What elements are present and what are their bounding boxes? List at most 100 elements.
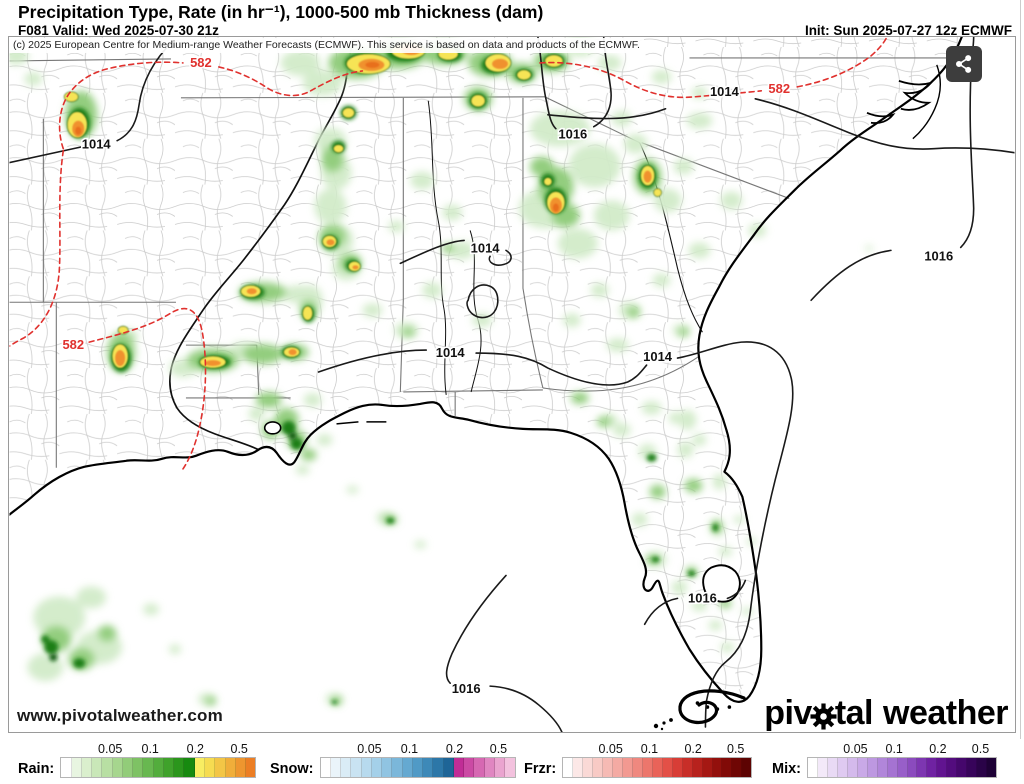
logo-text-weather: weather xyxy=(883,694,1009,732)
legend-color-cell xyxy=(402,758,413,777)
legend-color-cell xyxy=(957,758,968,777)
legend-section-frzr: Frzr: 0.05 0.1 0.2 0.5 xyxy=(524,742,753,778)
legend-tick: 0.2 xyxy=(929,742,947,756)
logo-text-piv: piv xyxy=(764,694,812,732)
legend-color-cell xyxy=(225,758,236,777)
legend-color-cell xyxy=(613,758,623,777)
contour-label-1014: 1014 xyxy=(471,240,501,255)
legend-color-cell xyxy=(361,758,372,777)
legend-colorbar xyxy=(562,757,753,778)
pressure-contours xyxy=(9,37,1015,732)
land-county-grid xyxy=(9,37,962,702)
legend-color-cell xyxy=(495,758,506,777)
legend-color-cell xyxy=(464,758,475,777)
init-time: Init: Sun 2025-07-27 12z ECMWF xyxy=(804,23,1012,38)
legend-color-cell xyxy=(194,758,205,777)
legend-color-cell xyxy=(917,758,928,777)
legend-color-cell xyxy=(112,758,123,777)
valid-time: F081 Valid: Wed 2025-07-30 21z xyxy=(18,23,219,38)
contour-label-1014: 1014 xyxy=(82,137,112,152)
page-edge-line xyxy=(1020,0,1021,784)
legend-tick: 0.05 xyxy=(98,742,123,756)
coastline xyxy=(9,37,963,703)
legend-color-cell xyxy=(603,758,613,777)
legend-color-cell xyxy=(722,758,733,777)
legend-color-cell xyxy=(837,758,848,777)
legend-colorbar xyxy=(807,757,997,778)
legend-color-cell xyxy=(967,758,978,777)
legend-color-cell xyxy=(453,758,465,777)
pivotal-weather-logo: piv tal weather xyxy=(764,693,1008,733)
legend-color-cell xyxy=(622,758,633,777)
thickness-contour-582 xyxy=(9,37,888,473)
legend-color-cell xyxy=(573,758,584,777)
legend-color-cell xyxy=(652,758,663,777)
legend-color-cell xyxy=(632,758,643,777)
contour-label-1016: 1016 xyxy=(688,590,717,605)
legend-color-cell xyxy=(174,758,185,777)
legend-color-cell xyxy=(341,758,352,777)
legend-color-cell xyxy=(320,758,331,777)
legend-color-cell xyxy=(392,758,403,777)
legend-tick: 0.5 xyxy=(971,742,990,756)
legend-color-cell xyxy=(204,758,216,777)
legend-color-cell xyxy=(382,758,393,777)
legend-color-cell xyxy=(907,758,918,777)
legend-color-cell xyxy=(371,758,383,777)
forecast-map: 582 582 582 1014 1014 1016 1014 1014 1014 1016 101… xyxy=(8,36,1016,733)
legend-color-cell xyxy=(897,758,908,777)
legend-section-rain: Rain: 0.05 0.1 0.2 0.5 xyxy=(18,742,257,778)
legend-label: Frzr: xyxy=(524,761,557,777)
legend-tick: 0.05 xyxy=(843,742,868,756)
legend-color-cell xyxy=(215,758,226,777)
legend-colorbar xyxy=(60,757,257,778)
legend-color-cell xyxy=(92,758,103,777)
contour-labels: 582 582 582 1014 1014 1016 1014 1014 1014 1016 101… xyxy=(61,53,955,697)
legend-tick: 0.1 xyxy=(885,742,903,756)
legend-color-cell xyxy=(443,758,454,777)
legend-color-cell xyxy=(474,758,485,777)
contour-label-1014: 1014 xyxy=(643,349,673,364)
legend-color-cell xyxy=(987,758,997,777)
legend-tick: 0.5 xyxy=(489,742,508,756)
lake-okeechobee xyxy=(702,564,741,603)
legend-color-cell xyxy=(702,758,713,777)
legend-color-cell xyxy=(102,758,113,777)
legend-tick: 0.2 xyxy=(445,742,464,756)
legend-tick: 0.05 xyxy=(357,742,382,756)
share-button[interactable] xyxy=(946,46,982,82)
legend-color-cell xyxy=(732,758,743,777)
logo-text-tal: tal xyxy=(834,694,874,732)
legend-color-cell xyxy=(712,758,723,777)
legend-color-cell xyxy=(877,758,888,777)
legend-label: Snow: xyxy=(270,761,314,777)
legend-color-cell xyxy=(433,758,444,777)
legend-color-cell xyxy=(857,758,868,777)
legend-tick: 0.5 xyxy=(727,742,745,756)
legend-color-cell xyxy=(593,758,604,777)
copyright-notice: (c) 2025 European Centre for Medium-rang… xyxy=(9,38,644,53)
legend-color-cell xyxy=(484,758,496,777)
legend-color-cell xyxy=(184,758,195,777)
legend-tick: 0.2 xyxy=(186,742,204,756)
legend-color-cell xyxy=(143,758,154,777)
legend-color-cell xyxy=(71,758,82,777)
legend-color-cell xyxy=(937,758,948,777)
legend-color-cell xyxy=(246,758,256,777)
legend-color-cell xyxy=(423,758,434,777)
legend-color-cell xyxy=(642,758,653,777)
legend-tick: 0.1 xyxy=(400,742,419,756)
precip-rate-legend: Rain: 0.05 0.1 0.2 0.5 Snow: 0.05 0.1 0.2 0.5 Frzr… xyxy=(0,739,1024,784)
precip-deep-orange xyxy=(75,61,559,212)
legend-colorbar xyxy=(319,757,516,778)
legend-color-cell xyxy=(61,758,72,777)
legend-color-cell xyxy=(887,758,898,777)
legend-color-cell xyxy=(81,758,93,777)
contour-label-582: 582 xyxy=(62,337,84,352)
contour-label-1014: 1014 xyxy=(710,84,740,99)
legend-color-cell xyxy=(867,758,878,777)
contour-label-1016: 1016 xyxy=(452,681,481,696)
contour-label-1016: 1016 xyxy=(558,127,587,142)
legend-color-cell xyxy=(412,758,424,777)
